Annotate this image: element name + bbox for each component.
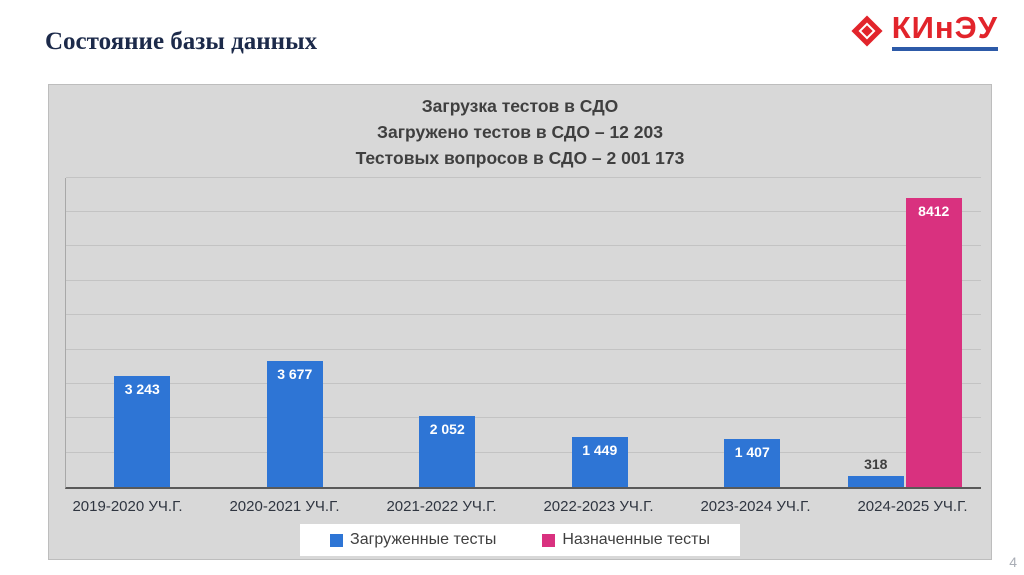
x-axis-label: 2019-2020 УЧ.Г. xyxy=(72,498,183,515)
logo-text: КИнЭУ xyxy=(891,11,998,51)
bar-value-label: 1 449 xyxy=(582,442,618,459)
legend-swatch xyxy=(542,533,556,547)
bar: 1 407 xyxy=(724,438,781,487)
legend-row: Загруженные тесты Назначенные тесты xyxy=(49,524,991,556)
x-axis-label: 2023-2024 УЧ.Г. xyxy=(700,498,811,515)
chart-title: Загрузка тестов в СДО xyxy=(421,96,619,116)
bar-group: 3 677 xyxy=(219,178,372,487)
bar-value-label: 8412 xyxy=(918,202,950,219)
bar-value-label: 3 677 xyxy=(277,365,313,382)
x-axis-label: 2022-2023 УЧ.Г. xyxy=(543,498,654,515)
legend-item: Загруженные тесты xyxy=(330,531,496,549)
bar-group: 318 8412 xyxy=(829,178,982,487)
legend-item: Назначенные тесты xyxy=(542,531,710,549)
bar-value-label: 1 407 xyxy=(734,443,770,460)
bar-value-label: 3 243 xyxy=(124,380,160,397)
bar-group: 3 243 xyxy=(66,178,219,487)
bar: 2 052 xyxy=(419,416,476,487)
logo: КИнЭУ xyxy=(851,11,998,51)
plot-area: 3 243 3 677 2 052 1 449 1 407 318 8412 xyxy=(65,176,981,489)
legend: Загруженные тесты Назначенные тесты xyxy=(300,524,740,556)
logo-diamond-icon xyxy=(851,15,883,47)
x-axis-label: 2021-2022 УЧ.Г. xyxy=(386,498,497,515)
bar-group: 1 407 xyxy=(676,178,829,487)
legend-label: Назначенные тесты xyxy=(562,531,710,548)
bar: 3 677 xyxy=(266,360,323,487)
bar-value-label: 318 xyxy=(864,456,888,473)
page-title: Состояние базы данных xyxy=(45,28,318,55)
slide-header: Состояние базы данных КИнЭУ xyxy=(0,0,1024,80)
legend-swatch xyxy=(330,533,344,547)
bar: 318 xyxy=(847,456,904,487)
bar-group: 1 449 xyxy=(524,178,677,487)
bars-layer: 3 243 3 677 2 052 1 449 1 407 318 8412 xyxy=(66,178,981,487)
bar-value-label: 2 052 xyxy=(429,421,465,438)
legend-label: Загруженные тесты xyxy=(350,531,497,548)
bar: 8412 xyxy=(905,197,962,487)
chart-panel: Загрузка тестов в СДО Загружено тестов в… xyxy=(48,84,992,560)
chart-titles: Загрузка тестов в СДО Загружено тестов в… xyxy=(49,85,991,172)
page-number: 4 xyxy=(1009,554,1017,570)
x-axis-label: 2024-2025 УЧ.Г. xyxy=(857,498,968,515)
bar: 3 243 xyxy=(114,375,171,487)
bar: 1 449 xyxy=(571,437,628,487)
x-axis-label: 2020-2021 УЧ.Г. xyxy=(229,498,340,515)
x-axis: 2019-2020 УЧ.Г. 2020-2021 УЧ.Г. 2021-2022 … xyxy=(49,489,991,524)
chart-subtitle-1: Загружено тестов в СДО – 12 203 xyxy=(377,121,663,142)
bar-group: 2 052 xyxy=(371,178,524,487)
chart-subtitle-2: Тестовых вопросов в СДО – 2 001 173 xyxy=(355,147,685,168)
